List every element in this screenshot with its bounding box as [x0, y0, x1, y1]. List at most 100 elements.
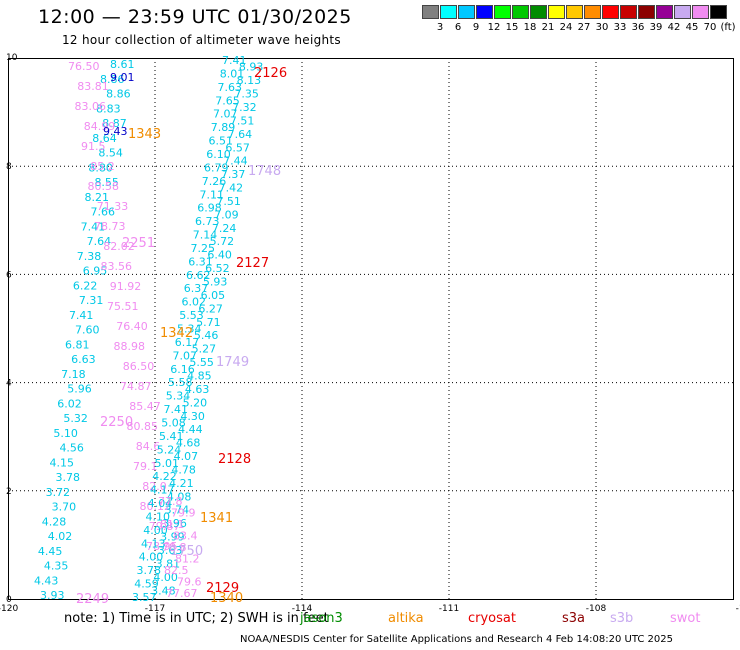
swh-value-track-a: 3.70 [52, 501, 77, 514]
time-stamp: 1342 [160, 326, 193, 341]
swh-value-track-a-alt: 79.1 [133, 460, 158, 473]
swh-value-track-b: 7.51 [216, 195, 241, 208]
swh-value-track-b: 7.09 [214, 208, 239, 221]
swh-value-track-b: 6.79 [204, 161, 229, 174]
swh-value-track-b: 5.01 [155, 457, 180, 470]
swh-value-track-a: 8.55 [94, 176, 119, 189]
swh-value-track-b: 5.46 [194, 329, 219, 342]
swh-value-track-b: 6.52 [205, 262, 230, 275]
legend-label: 27 [577, 22, 591, 33]
swh-value-track-a: 8.86 [100, 73, 125, 86]
swh-value-track-b: 6.40 [207, 249, 232, 262]
swh-value-track-b: 7.26 [202, 175, 227, 188]
swh-value-track-a-alt: 83.56 [101, 260, 133, 273]
legend-unit: (ft) [720, 22, 736, 33]
swh-value-track-a-alt: 83.81 [77, 80, 109, 93]
swh-value-track-b: 4.04 [148, 497, 173, 510]
swh-value-track-a-alt: 86.50 [123, 360, 155, 373]
swh-value-track-b: 5.58 [168, 376, 193, 389]
legend-label: 70 [703, 22, 717, 33]
swh-value-track-b: 6.02 [182, 296, 207, 309]
x-tick-label: -108 [586, 604, 607, 614]
swh-value-track-b-alt: 82.5 [164, 564, 189, 577]
swh-value-track-b: 5.41 [159, 430, 184, 443]
time-stamp: 2249 [76, 592, 109, 607]
time-stamp: 2127 [236, 256, 269, 271]
time-stamp: 1750 [170, 544, 203, 559]
legend-swatch [548, 5, 565, 19]
swh-value-track-a-alt: 85.47 [129, 400, 161, 413]
swh-value-track-b: 7.07 [173, 349, 198, 362]
swh-value-track-b-alt: 78.8 [162, 541, 187, 554]
swh-value-track-b: 7.41 [164, 403, 189, 416]
x-tick-label: -10 [736, 604, 740, 614]
swh-value-track-b: 7.41 [222, 54, 247, 67]
swh-value-track-a-alt: 83.06 [75, 100, 107, 113]
satellite-label-swot: swot [670, 611, 701, 626]
legend-swatch [584, 5, 601, 19]
time-stamp: 1343 [128, 127, 161, 142]
legend-label: 45 [685, 22, 699, 33]
swh-value-track-b: 7.44 [223, 155, 248, 168]
time-stamp: 2129 [206, 581, 239, 596]
swh-value-track-b-alt: 79.9 [171, 507, 196, 520]
swh-value-track-a-alt: 78.95 [146, 540, 178, 553]
swh-value-track-a: 8.80 [88, 161, 113, 174]
y-tick-label: 8 [6, 162, 12, 172]
swh-value-track-a: 8.54 [98, 147, 123, 160]
swh-value-track-a: 6.22 [73, 279, 98, 292]
satellite-label-s3a: s3a [562, 611, 586, 626]
swh-value-track-b: 6.62 [186, 269, 211, 282]
legend-swatch [422, 5, 439, 19]
plot-frame [8, 58, 734, 600]
legend-label: 15 [505, 22, 519, 33]
swh-value-track-b: 4.22 [152, 470, 177, 483]
swh-value-track-a-alt: 91.5 [81, 140, 106, 153]
legend-swatch [566, 5, 583, 19]
swh-value-track-a: 5.32 [63, 412, 87, 425]
swh-value-track-a: 7.41 [81, 220, 106, 233]
swh-value-track-b: 6.27 [198, 302, 223, 315]
swh-value-track-b: 4.00 [143, 524, 168, 537]
x-tick-label: -120 [0, 604, 18, 614]
swh-value-track-b: 4.21 [169, 477, 194, 490]
swh-value-track-b: 3.63 [158, 544, 183, 557]
swh-value-track-a: 8.61 [110, 58, 135, 71]
swh-value-track-a-alt: 91.92 [110, 280, 142, 293]
legend-label: 12 [487, 22, 501, 33]
legend-label: 21 [541, 22, 555, 33]
legend-label: 39 [649, 22, 663, 33]
legend-swatch [674, 5, 691, 19]
swh-value-track-b: 4.85 [187, 369, 212, 382]
swh-value-track-a-alt: 85.2 [90, 160, 115, 173]
swh-value-track-a-alt: 74.87 [120, 380, 152, 393]
time-stamp: 2250 [100, 415, 133, 430]
legend-swatch [602, 5, 619, 19]
legend-swatch [512, 5, 529, 19]
swh-value-track-a-alt: 80.58 [88, 180, 120, 193]
swh-value-track-b: 4.17 [150, 484, 175, 497]
swh-value-track-b-alt: 79.6 [177, 576, 202, 589]
swh-value-track-a: 6.95 [83, 265, 108, 278]
swh-value-track-a: 8.87 [102, 117, 127, 130]
legend-label: 42 [667, 22, 681, 33]
swh-value-track-a-alt: 80.12 [140, 500, 172, 513]
y-tick-label: 0 [6, 595, 12, 605]
swh-value-track-b: 7.32 [232, 101, 257, 114]
swh-value-track-b: 7.35 [234, 88, 259, 101]
swh-value-track-a: 7.31 [79, 294, 104, 307]
swh-value-track-a: 6.02 [57, 397, 82, 410]
swh-value-track-b: 6.57 [225, 141, 250, 154]
legend-label: 18 [523, 22, 537, 33]
swh-value-track-b: 3.48 [151, 584, 176, 597]
legend-swatch [710, 5, 727, 19]
swh-value-track-b: 5.34 [166, 390, 191, 403]
swh-value-track-b: 3.96 [162, 517, 187, 530]
swh-value-track-a: 6.81 [65, 338, 90, 351]
swh-value-track-b: 5.27 [192, 343, 217, 356]
page-title: 12:00 — 23:59 UTC 01/30/2025 [38, 6, 352, 28]
swh-value-track-a: 7.64 [87, 235, 112, 248]
swh-value-track-a-blue: 9.01 [110, 71, 135, 84]
swh-value-track-b: 7.65 [215, 94, 240, 107]
swh-value-track-b: 3.81 [156, 557, 181, 570]
